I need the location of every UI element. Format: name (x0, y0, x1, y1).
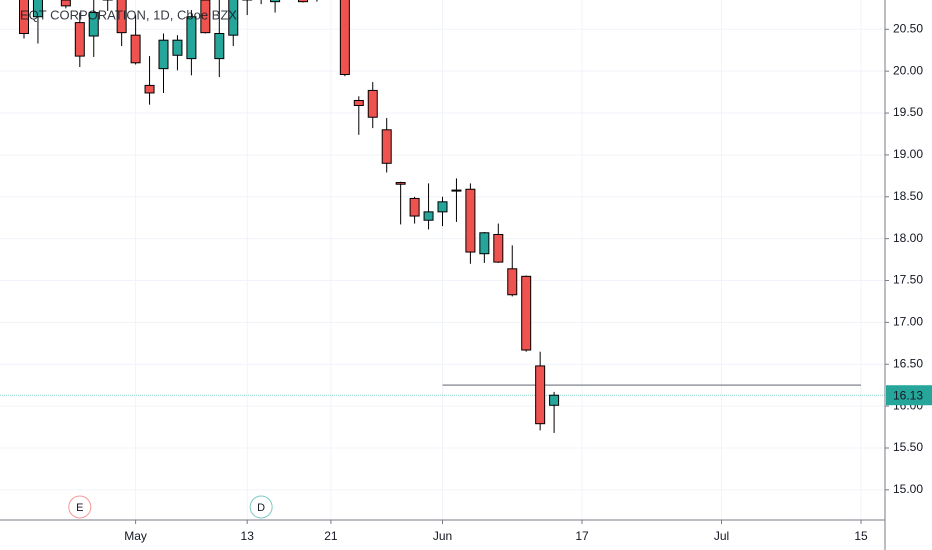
last-price-tag (886, 385, 932, 406)
y-tick-label: 19.50 (893, 105, 923, 119)
candle-body (19, 0, 29, 34)
candle-body (353, 99, 364, 107)
candle-body (228, 0, 239, 36)
x-tick-label: 21 (324, 529, 338, 543)
y-tick-label: 17.00 (893, 315, 923, 329)
candle-body (186, 16, 197, 60)
x-tick-label: Jun (433, 529, 452, 543)
y-tick-label: 20.00 (893, 63, 923, 77)
candle-body (381, 129, 392, 164)
event-label: E (76, 502, 83, 514)
candle-body (451, 189, 462, 192)
y-tick-label: 15.50 (893, 440, 923, 454)
y-tick-label: 18.00 (893, 231, 923, 245)
candle-body (367, 89, 378, 118)
y-tick-label: 15.00 (893, 482, 923, 496)
candle-body (172, 39, 183, 56)
candle-body (200, 0, 211, 34)
candle-body (423, 211, 434, 221)
candle-body (74, 22, 85, 57)
candle-body (493, 233, 504, 263)
candle-body (88, 12, 99, 37)
candle-body (465, 188, 476, 253)
event-label: D (257, 502, 265, 514)
y-tick-label: 18.50 (893, 189, 923, 203)
candle-body (214, 32, 225, 60)
candle-body (144, 84, 155, 94)
candle-body (395, 182, 406, 185)
x-tick-label: 15 (854, 529, 868, 543)
candle-body (409, 197, 420, 217)
chart-title: EQT CORPORATION, 1D, Cboe BZX (20, 7, 237, 22)
candle-body (521, 275, 532, 351)
candle-body (549, 394, 560, 406)
x-tick-label: May (124, 529, 147, 543)
candle-body (479, 232, 490, 255)
candle-body (437, 201, 448, 213)
last-price-label: 16.13 (893, 388, 923, 402)
x-tick-label: 17 (575, 529, 589, 543)
candle-body (535, 365, 546, 425)
event-marker (249, 495, 273, 519)
x-tick-label: Jul (714, 529, 729, 543)
x-tick-label: 13 (241, 529, 255, 543)
candle-body (130, 34, 141, 64)
y-tick-label: 19.00 (893, 147, 923, 161)
candle-body (158, 39, 169, 70)
candle-body (60, 0, 71, 7)
event-marker (68, 495, 92, 519)
candle-body (116, 0, 127, 34)
candle-body (270, 0, 281, 3)
y-tick-label: 20.50 (893, 21, 923, 35)
y-tick-label: 16.50 (893, 356, 923, 370)
candle-body (339, 0, 350, 76)
y-tick-label: 17.50 (893, 273, 923, 287)
candle-body (507, 268, 518, 296)
candle-body (298, 0, 308, 3)
candle-body (32, 0, 43, 18)
